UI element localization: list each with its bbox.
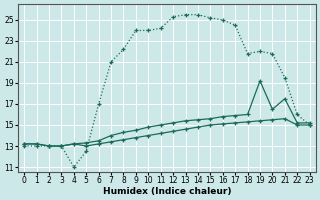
- X-axis label: Humidex (Indice chaleur): Humidex (Indice chaleur): [103, 187, 231, 196]
